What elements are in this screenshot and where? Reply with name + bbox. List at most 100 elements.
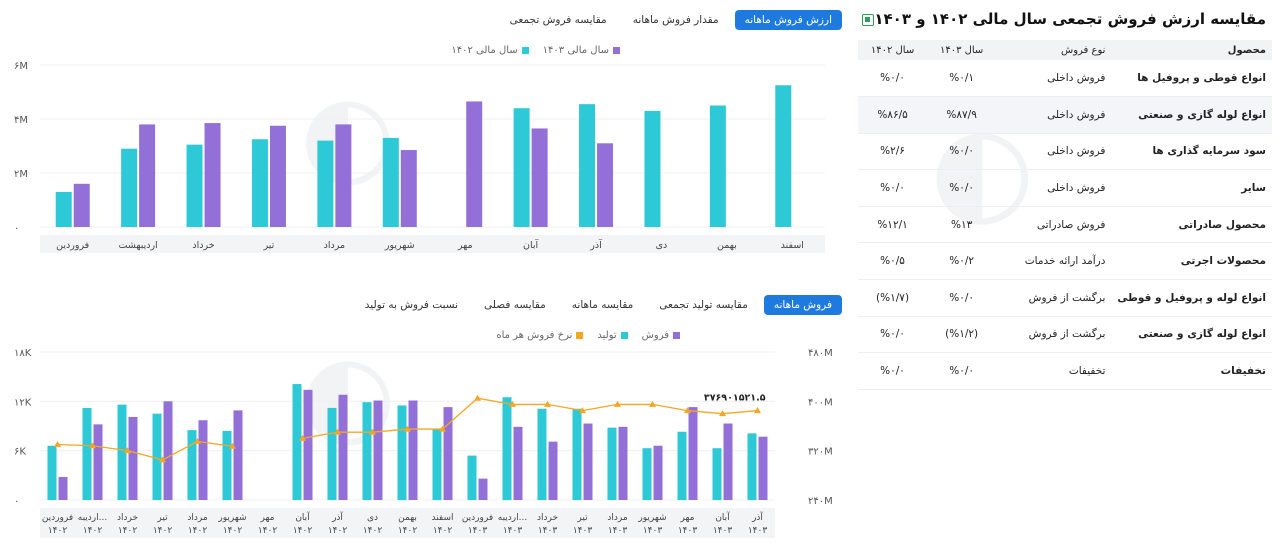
tab-1[interactable]: مقایسه تولید تجمعی xyxy=(659,299,748,311)
production-bar xyxy=(327,407,337,500)
x-tick-label: اسفند xyxy=(781,240,804,251)
bar-1403 xyxy=(597,143,614,227)
table-cell: انواع لوله گازی و صنعتی xyxy=(1111,96,1272,134)
x-tick-label: اردیبهشت xyxy=(119,240,158,251)
table-cell: %۰/۰ xyxy=(927,169,997,207)
table-cell: %۸۷/۹ xyxy=(927,96,997,134)
x-tick-year: ۱۴۰۲ xyxy=(83,526,103,536)
table-cell: فروش داخلی xyxy=(996,96,1112,134)
legend-swatch xyxy=(521,47,529,54)
rate-point xyxy=(54,441,61,447)
rate-point xyxy=(649,400,656,407)
table-row[interactable]: انواع لوله گازی و صنعتی برگشت از فروش (%۱/… xyxy=(858,316,1272,354)
rate-line xyxy=(302,397,758,439)
legend-swatch xyxy=(620,332,628,339)
cumulative-sales-table: محصول نوع فروش سال ۱۴۰۳ سال ۱۴۰۲ انواع ق… xyxy=(858,40,1272,390)
table-row[interactable]: سود سرمایه گذاری ها فروش داخلی %۰/۰ %۲/۶ xyxy=(858,133,1272,171)
x-tick-year: ۱۴۰۲ xyxy=(118,526,138,536)
legend-item[interactable]: سال مالی ۱۴۰۳ xyxy=(543,45,620,56)
column-header[interactable]: نوع فروش xyxy=(996,40,1112,60)
production-bar xyxy=(82,407,92,500)
legend-item[interactable]: فروش xyxy=(642,330,680,341)
x-tick-year: ۱۴۰۲ xyxy=(223,526,243,536)
bar-1403 xyxy=(466,101,483,227)
legend-swatch xyxy=(673,332,680,339)
bar-1403 xyxy=(73,183,90,227)
rate-line xyxy=(57,440,233,461)
tab-0[interactable]: ارزش فروش ماهانه xyxy=(734,10,842,30)
x-tick-label: بهمن xyxy=(717,240,737,251)
tab-1[interactable]: مقدار فروش ماهانه xyxy=(632,14,719,26)
x-tick-label: مهر xyxy=(457,240,473,251)
table-row[interactable]: تخفیفات تخفیفات %۰/۰ %۰/۰ xyxy=(858,352,1272,390)
table-cell: سود سرمایه گذاری ها xyxy=(1111,133,1272,171)
y-tick-label: ۴M xyxy=(14,115,28,126)
x-tick-year: ۱۴۰۳ xyxy=(538,526,558,536)
table-cell: تخفیفات xyxy=(996,352,1112,390)
rate-point xyxy=(719,410,726,417)
table-cell: %۰/۰ xyxy=(858,352,928,390)
table-row[interactable]: محصول صادراتی فروش صادراتی %۱۳ %۱۲/۱ xyxy=(858,206,1272,244)
x-tick-year: ۱۴۰۲ xyxy=(328,526,348,536)
production-bar xyxy=(502,397,512,500)
table-row[interactable]: انواع قوطی و پروفیل ها فروش داخلی %۰/۱ %۰/۰ xyxy=(858,60,1272,98)
x-tick-label: دی xyxy=(367,513,378,523)
table-cell: سایر xyxy=(1111,169,1272,207)
sales-bar xyxy=(478,478,488,500)
sales-bar xyxy=(618,426,628,500)
x-tick-year: ۱۴۰۲ xyxy=(188,526,208,536)
table-row[interactable]: محصولات اجرتی درآمد ارائه خدمات %۰/۲ %۰/۵ xyxy=(858,242,1272,281)
rate-point xyxy=(229,442,236,449)
tab-0[interactable]: فروش ماهانه xyxy=(763,295,842,315)
bar-1403 xyxy=(335,124,352,227)
table-cell: (%۱/۷) xyxy=(858,279,928,317)
x-tick-label: مرداد xyxy=(187,513,207,523)
x-tick-year: ۱۴۰۲ xyxy=(293,526,313,536)
table-cell: %۱۲/۱ xyxy=(858,206,928,244)
bar-1402 xyxy=(251,139,268,227)
x-tick-year: ۱۴۰۲ xyxy=(48,526,68,536)
x-tick-label: آذر xyxy=(589,238,602,251)
sales-bar xyxy=(303,389,313,500)
x-tick-label: خرداد xyxy=(117,513,138,523)
x-tick-label: خرداد xyxy=(537,513,558,523)
legend-label: نرخ فروش هر ماه xyxy=(496,330,573,341)
sales-bar xyxy=(128,416,138,500)
tab-3[interactable]: مقایسه فصلی xyxy=(484,299,546,311)
legend-label: سال مالی ۱۴۰۲ xyxy=(451,45,518,56)
table-cell: %۰/۵ xyxy=(858,242,928,281)
excel-export-icon[interactable] xyxy=(862,14,874,26)
sales-bar xyxy=(443,407,453,500)
rate-point xyxy=(194,437,201,444)
sales-bar xyxy=(583,423,593,500)
x-tick-label: فروردین xyxy=(462,513,493,523)
sales-bar xyxy=(758,436,768,500)
table-cell: %۰/۰ xyxy=(927,279,997,317)
column-header[interactable]: سال ۱۴۰۲ xyxy=(858,40,928,60)
legend-item[interactable]: سال مالی ۱۴۰۲ xyxy=(451,45,529,56)
tab-2[interactable]: مقایسه ماهانه xyxy=(571,299,634,311)
tab-2[interactable]: مقایسه فروش تجمعی xyxy=(509,14,607,26)
table-row[interactable]: انواع لوله و پروفیل و قوطی برگشت از فروش%… xyxy=(858,279,1272,317)
table-cell: فروش داخلی xyxy=(996,60,1112,98)
table-row[interactable]: سایر فروش داخلی %۰/۰ %۰/۰ xyxy=(858,169,1272,207)
column-header[interactable]: محصول xyxy=(1111,40,1272,60)
rate-point xyxy=(474,394,481,401)
x-tick-label: آبان xyxy=(523,238,539,251)
panel-title: مقایسه ارزش فروش تجمعی سال مالی ۱۴۰۲ و ۱… xyxy=(874,10,1266,28)
table-row[interactable]: انواع لوله گازی و صنعتی فروش داخلی %۸۷/۹ %۸… xyxy=(858,96,1272,134)
legend-item[interactable]: نرخ فروش هر ماه xyxy=(496,330,584,341)
tab-4[interactable]: نسبت فروش به تولید xyxy=(364,299,459,311)
sales-bar xyxy=(408,400,418,500)
table-cell: %۰/۰ xyxy=(858,169,928,207)
table-cell: %۰/۰ xyxy=(927,133,997,171)
y-tick-label: ۰ xyxy=(14,223,19,234)
x-tick-label: فروردین xyxy=(56,240,89,251)
sales-bar xyxy=(513,426,523,500)
bar-1403 xyxy=(400,150,417,227)
x-tick-label: تیر xyxy=(156,513,168,523)
column-header[interactable]: سال ۱۴۰۳ xyxy=(927,40,997,60)
table-cell: %۰/۰ xyxy=(858,316,928,354)
sales-bar xyxy=(163,401,173,500)
legend-item[interactable]: تولید xyxy=(597,330,628,341)
